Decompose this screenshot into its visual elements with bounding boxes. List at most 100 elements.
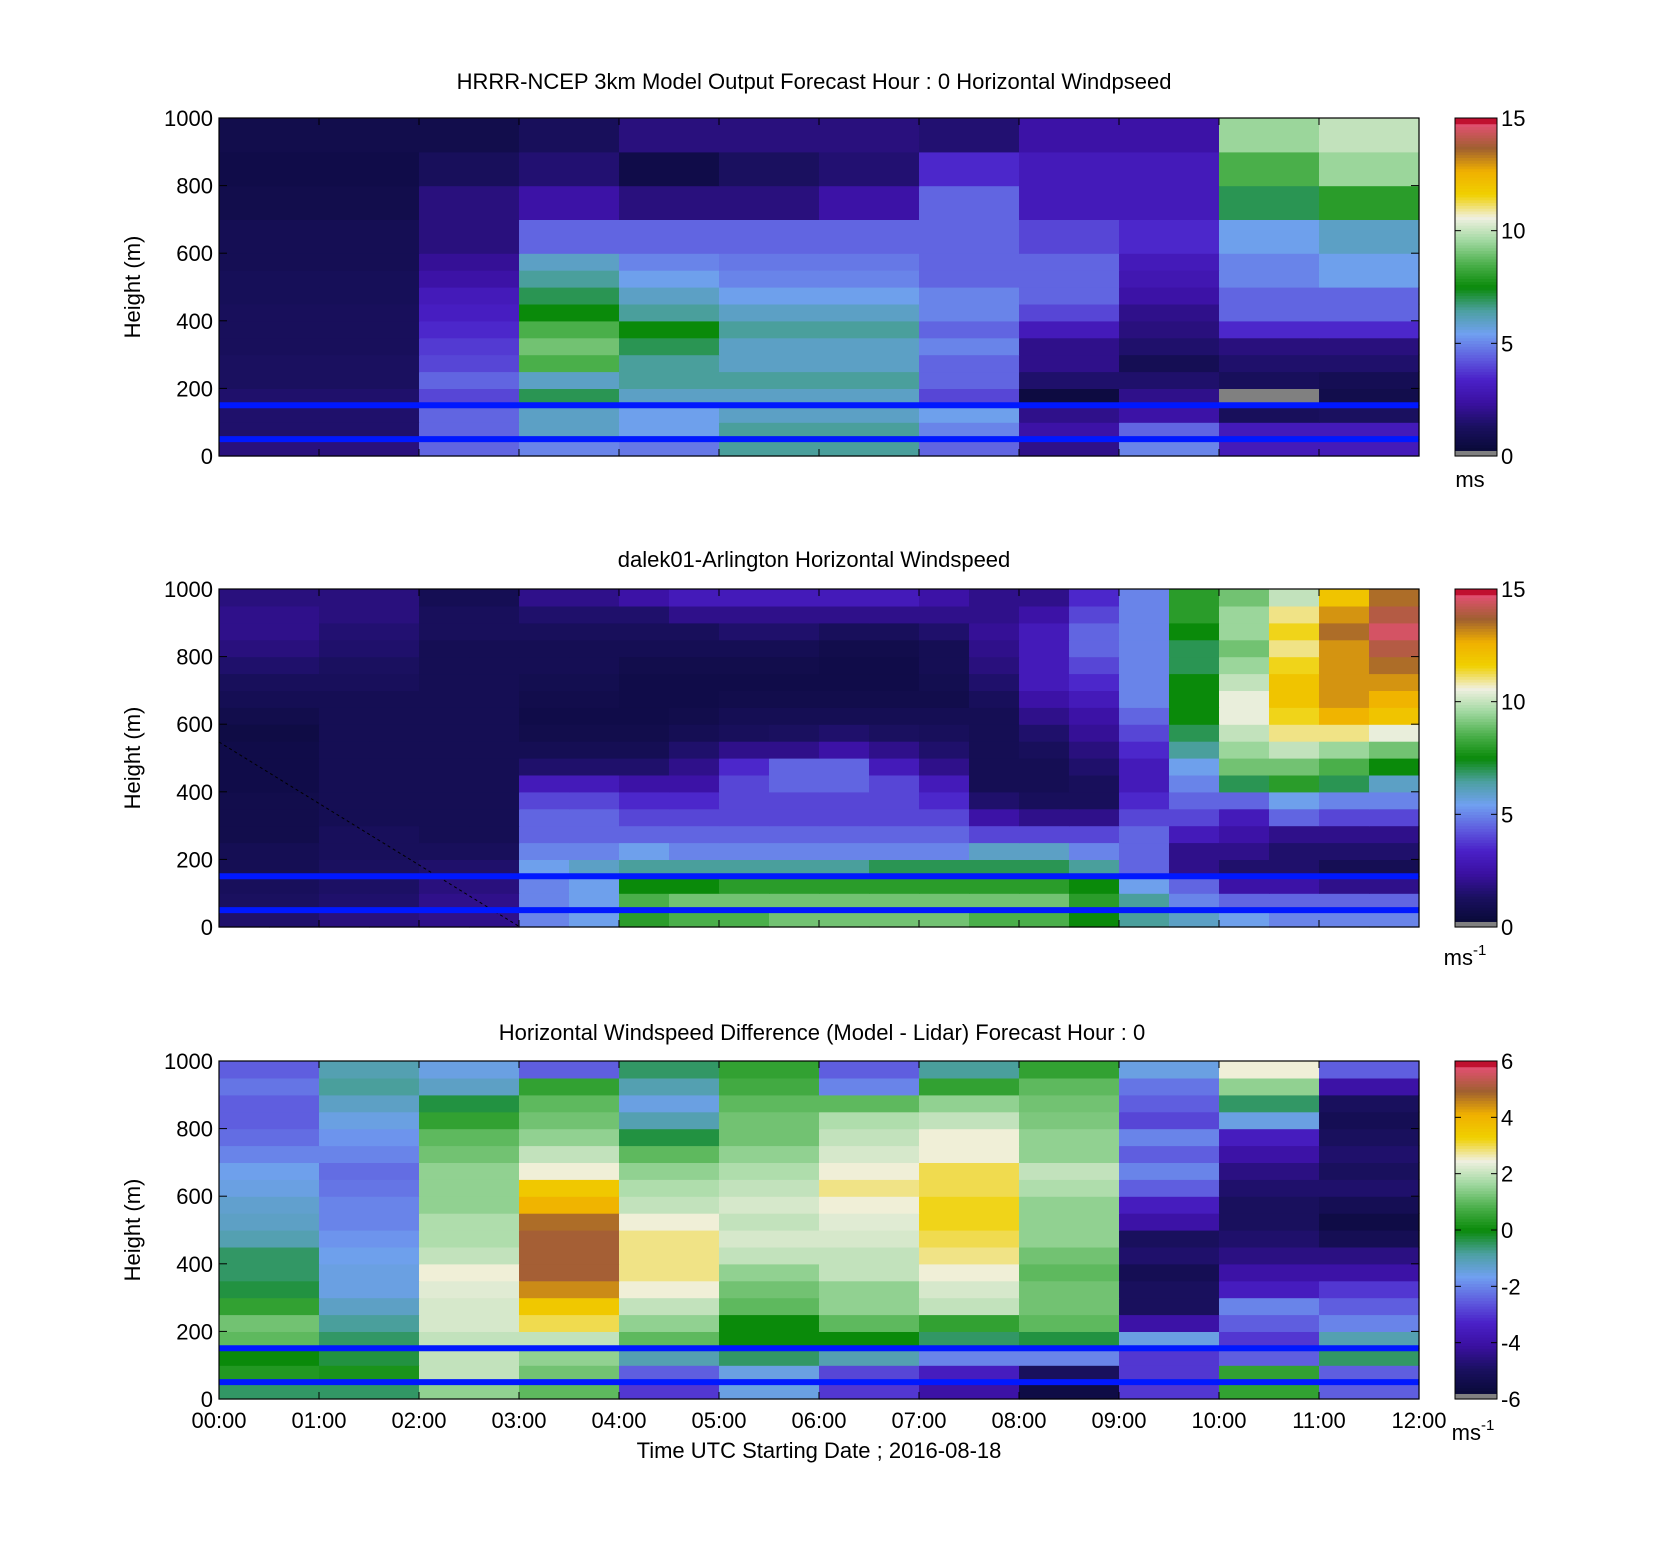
heatmap-cell	[1119, 876, 1170, 894]
colorbar-swatch	[1455, 707, 1497, 711]
heatmap-cell	[419, 371, 520, 389]
heatmap-cell	[419, 1128, 520, 1147]
colorbar-frame	[1454, 588, 1498, 928]
colorbar-swatch	[1455, 594, 1497, 599]
heatmap-cell	[619, 253, 720, 271]
heatmap-cell	[619, 354, 720, 373]
colorbar-swatch	[1455, 410, 1497, 415]
heatmap-cell	[1119, 656, 1170, 675]
colorbar-swatch	[1455, 1246, 1497, 1251]
heatmap-cell	[219, 151, 320, 187]
heatmap-cell	[819, 1331, 920, 1349]
heatmap-cell	[1219, 287, 1320, 305]
heatmap-cell	[219, 337, 320, 356]
heatmap-cell	[1069, 808, 1120, 827]
colorbar-swatch	[1455, 396, 1497, 401]
heatmap-cell	[869, 791, 920, 810]
heatmap-cell	[569, 741, 620, 759]
heatmap-cell	[319, 1280, 420, 1299]
heatmap-cell	[419, 859, 470, 877]
heatmap-cell	[919, 270, 1020, 288]
heatmap-cell	[519, 758, 570, 776]
heatmap-cell	[419, 1331, 520, 1349]
x-tick-label: 09:00	[1091, 1408, 1146, 1433]
colorbar-swatch	[1455, 862, 1497, 866]
heatmap-cell	[419, 1094, 520, 1113]
colorbar-swatch	[1455, 1075, 1497, 1079]
heatmap-cell	[219, 656, 270, 675]
colorbar-swatch	[1455, 261, 1497, 266]
heatmap-cell	[519, 1280, 620, 1299]
heatmap-cell	[819, 1061, 920, 1079]
heatmap-cell	[1119, 354, 1220, 373]
heatmap-cell	[919, 673, 970, 691]
heatmap-cell	[269, 690, 320, 708]
heatmap-cell	[369, 589, 420, 607]
colorbar-swatch	[1455, 639, 1497, 644]
heatmap-cell	[1369, 842, 1420, 860]
colorbar-swatch	[1455, 270, 1497, 274]
heatmap-cell	[619, 774, 670, 793]
heatmap-cell	[619, 758, 670, 776]
heatmap-cell	[319, 1145, 420, 1163]
heatmap-cell	[519, 842, 570, 860]
heatmap-cell	[319, 1230, 420, 1248]
heatmap-cell	[819, 320, 920, 339]
heatmap-cell	[469, 605, 520, 624]
heatmap-cell	[1069, 589, 1120, 607]
heatmap-cell	[969, 639, 1020, 658]
colorbar-swatch	[1455, 233, 1497, 237]
heatmap-cell	[519, 656, 570, 675]
colorbar-swatch	[1455, 1176, 1497, 1180]
heatmap-cell	[1119, 1179, 1220, 1197]
colorbar-swatch	[1455, 1232, 1497, 1237]
heatmap-cell	[419, 270, 520, 288]
colorbar-swatch	[1455, 704, 1497, 708]
heatmap-cell	[1219, 707, 1270, 725]
colorbar-swatch	[1455, 427, 1497, 432]
colorbar-swatch	[1455, 1108, 1497, 1113]
heatmap-cell	[519, 893, 570, 911]
colorbar-swatch	[1455, 848, 1497, 852]
heatmap-cell	[319, 1314, 420, 1332]
colorbar-swatch	[1455, 1328, 1497, 1332]
heatmap-cell	[719, 1179, 820, 1197]
colorbar-unit: ms-1	[1452, 1417, 1495, 1445]
colorbar-swatch	[1455, 306, 1497, 311]
x-ticks	[218, 1061, 1420, 1399]
heatmap-cell	[319, 388, 420, 406]
heatmap-cell	[319, 1331, 420, 1349]
heatmap-cell	[1119, 422, 1220, 440]
heatmap-cell	[319, 791, 370, 810]
heatmap-cell	[1369, 758, 1420, 776]
heatmap-cell	[1219, 808, 1270, 827]
colorbar-swatch	[1455, 803, 1497, 807]
colorbar-tick-label: 2	[1501, 1162, 1513, 1187]
colorbar-swatch	[1455, 346, 1497, 350]
heatmap-cell	[1369, 707, 1420, 725]
heatmap-cell	[819, 589, 870, 607]
heatmap-cell	[819, 707, 870, 725]
heatmap-cell	[1119, 1280, 1220, 1299]
heatmap-cell	[1269, 673, 1320, 691]
heatmap-cell	[719, 1382, 820, 1400]
heatmap-cell	[369, 724, 420, 742]
heatmap-cell	[1119, 1382, 1220, 1400]
heatmap-cell	[419, 724, 470, 742]
heatmap-cell	[369, 741, 420, 759]
heatmap-cell	[569, 673, 620, 691]
heatmap-cell	[669, 639, 720, 658]
heatmap-cell	[1319, 1348, 1420, 1366]
heatmap-cell	[1219, 303, 1320, 322]
colorbar-swatch	[1455, 681, 1497, 686]
colorbar-swatch	[1455, 1128, 1497, 1133]
heatmap-cell	[1019, 1061, 1120, 1079]
heatmap-cell	[419, 1297, 520, 1316]
colorbar-swatch	[1455, 797, 1497, 801]
heatmap-cell	[1069, 690, 1120, 708]
heatmap-cell	[419, 151, 520, 187]
heatmap-cell	[319, 639, 370, 658]
colorbar-swatch	[1455, 388, 1497, 392]
heatmap-cell	[1169, 842, 1220, 860]
heatmap-cell	[419, 1162, 520, 1180]
